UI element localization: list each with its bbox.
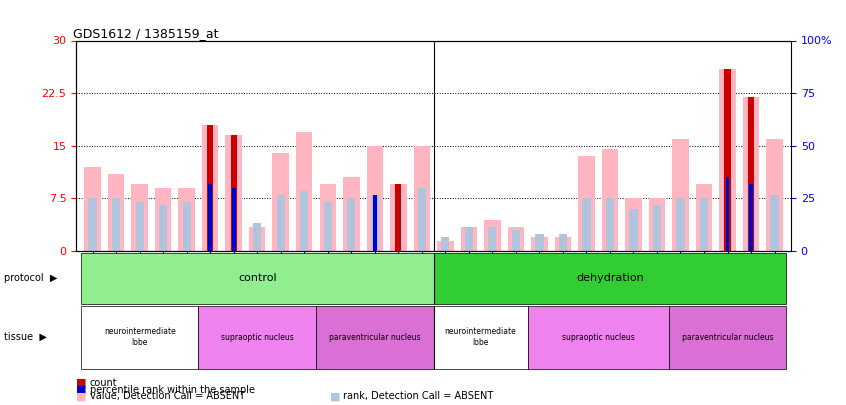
Bar <box>108 174 124 251</box>
Text: neurointermediate
lobe: neurointermediate lobe <box>104 328 175 347</box>
Bar <box>316 306 433 369</box>
Bar <box>277 195 285 251</box>
Bar <box>81 306 199 369</box>
Bar <box>748 97 754 251</box>
Bar <box>199 306 316 369</box>
Text: protocol  ▶: protocol ▶ <box>4 273 58 283</box>
Bar <box>508 226 525 251</box>
Text: percentile rank within the sample: percentile rank within the sample <box>90 385 255 394</box>
Text: tissue  ▶: tissue ▶ <box>4 332 47 342</box>
Bar <box>606 198 614 251</box>
Bar <box>766 139 783 251</box>
Bar <box>724 68 731 251</box>
Bar <box>418 188 426 251</box>
Bar <box>135 202 144 251</box>
Bar <box>668 306 786 369</box>
Bar <box>414 146 430 251</box>
Bar <box>272 153 289 251</box>
Text: value, Detection Call = ABSENT: value, Detection Call = ABSENT <box>90 392 244 401</box>
Text: neurointermediate
lobe: neurointermediate lobe <box>445 328 516 347</box>
Bar <box>653 205 661 251</box>
Bar <box>232 188 235 251</box>
Text: supraoptic nucleus: supraoptic nucleus <box>221 333 294 342</box>
Text: paraventricular nucleus: paraventricular nucleus <box>682 333 773 342</box>
Bar <box>183 202 191 251</box>
Bar <box>300 192 308 251</box>
Bar <box>726 177 729 251</box>
Bar <box>366 146 383 251</box>
Bar <box>320 184 336 251</box>
Bar <box>433 253 786 304</box>
Bar <box>723 177 732 251</box>
Text: rank, Detection Call = ABSENT: rank, Detection Call = ABSENT <box>343 392 494 401</box>
Bar <box>231 135 237 251</box>
Bar <box>394 195 403 251</box>
Bar <box>555 237 571 251</box>
Bar <box>673 139 689 251</box>
Bar <box>719 68 736 251</box>
Bar <box>208 184 212 251</box>
Bar <box>253 223 261 251</box>
Bar <box>229 188 238 251</box>
Bar <box>512 230 520 251</box>
Bar <box>433 306 528 369</box>
Bar <box>602 149 618 251</box>
Bar <box>649 198 665 251</box>
Text: ■: ■ <box>330 392 340 401</box>
Bar <box>559 234 567 251</box>
Text: supraoptic nucleus: supraoptic nucleus <box>562 333 634 342</box>
Text: ■: ■ <box>76 378 86 388</box>
Bar <box>395 184 402 251</box>
Bar <box>159 205 168 251</box>
Bar <box>536 234 543 251</box>
Text: ■: ■ <box>76 385 86 394</box>
Text: dehydration: dehydration <box>576 273 644 283</box>
Bar <box>81 253 433 304</box>
Bar <box>528 306 668 369</box>
Bar <box>371 195 379 251</box>
Text: ■: ■ <box>76 392 86 401</box>
Bar <box>629 209 638 251</box>
Bar <box>249 226 266 251</box>
Bar <box>747 184 755 251</box>
Bar <box>296 132 312 251</box>
Bar <box>743 97 759 251</box>
Bar <box>582 198 591 251</box>
Bar <box>442 237 449 251</box>
Bar <box>89 198 96 251</box>
Bar <box>343 177 360 251</box>
Bar <box>206 184 214 251</box>
Bar <box>202 125 218 251</box>
Bar <box>112 198 120 251</box>
Bar <box>226 135 242 251</box>
Bar <box>131 184 148 251</box>
Bar <box>578 156 595 251</box>
Text: control: control <box>238 273 277 283</box>
Bar <box>179 188 195 251</box>
Text: GDS1612 / 1385159_at: GDS1612 / 1385159_at <box>73 28 218 40</box>
Text: paraventricular nucleus: paraventricular nucleus <box>329 333 420 342</box>
Text: count: count <box>90 378 118 388</box>
Bar <box>771 195 778 251</box>
Bar <box>695 184 712 251</box>
Bar <box>373 195 376 251</box>
Bar <box>460 226 477 251</box>
Bar <box>155 188 172 251</box>
Bar <box>676 198 684 251</box>
Bar <box>390 184 407 251</box>
Bar <box>625 198 641 251</box>
Bar <box>531 237 547 251</box>
Bar <box>750 184 753 251</box>
Bar <box>488 226 497 251</box>
Bar <box>484 220 501 251</box>
Bar <box>437 241 453 251</box>
Bar <box>207 125 213 251</box>
Bar <box>85 167 101 251</box>
Bar <box>347 198 355 251</box>
Bar <box>700 198 708 251</box>
Bar <box>324 202 332 251</box>
Bar <box>464 226 473 251</box>
